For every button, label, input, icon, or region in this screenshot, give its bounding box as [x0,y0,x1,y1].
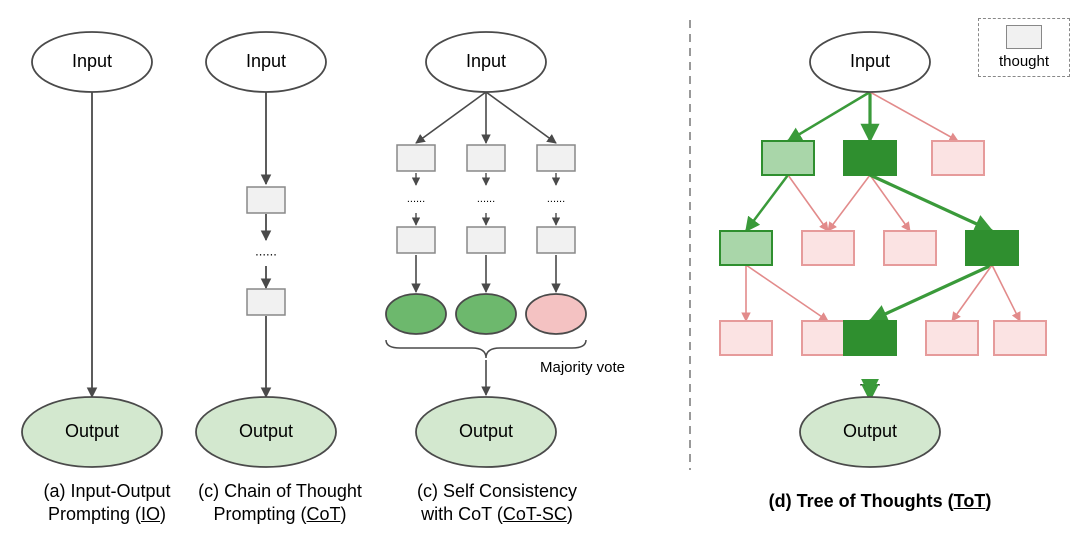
label: Output [459,421,513,441]
tot-node [720,231,772,265]
tot-node [844,141,896,175]
label: ...... [407,193,425,205]
thought-node [397,227,435,253]
tot-node [932,141,984,175]
vote-node [456,294,516,334]
label: Output [65,421,119,441]
label: Output [239,421,293,441]
edge-arrow [788,92,870,141]
label: Input [466,51,506,71]
label: ...... [477,193,495,205]
label: ...... [255,243,277,258]
thought-node [247,187,285,213]
tot-node [802,231,854,265]
thought-node [537,145,575,171]
tot-node [926,321,978,355]
brace-icon [386,340,586,358]
tot-node [844,321,896,355]
caption-tot: (d) Tree of Thoughts (ToT) [740,490,1020,513]
edge-arrow [746,265,828,321]
tot-node [966,231,1018,265]
thought-node [537,227,575,253]
edge-arrow [828,175,870,231]
label: Input [72,51,112,71]
label: Majority vote [540,359,625,376]
thought-node [467,145,505,171]
label: Output [843,421,897,441]
edge-arrow [870,92,958,141]
thought-node [397,145,435,171]
thought-node [247,289,285,315]
label: ...... [547,193,565,205]
caption-cot: (c) Chain of Thought Prompting (CoT) [180,480,380,527]
label: Input [246,51,286,71]
label: ...... [859,373,881,388]
legend-rect-icon [1006,25,1042,49]
edge-arrow [416,92,486,143]
tot-node [720,321,772,355]
edge-arrow [486,92,556,143]
legend-thought: thought [978,18,1070,77]
edge-arrow [788,175,828,231]
tot-node [762,141,814,175]
label: Input [850,51,890,71]
legend-label: thought [999,53,1049,70]
tot-node [994,321,1046,355]
tot-node [884,231,936,265]
edge-arrow [870,265,992,321]
edge-arrow [746,175,788,231]
thought-node [467,227,505,253]
vote-node [526,294,586,334]
diagram-canvas: Input Output...... Input Output............… [0,0,1083,550]
vote-node [386,294,446,334]
edge-arrow [870,175,992,231]
caption-io: (a) Input-Output Prompting (IO) [22,480,192,527]
caption-cotsc: (c) Self Consistency with CoT (CoT-SC) [392,480,602,527]
edge-arrow [992,265,1020,321]
